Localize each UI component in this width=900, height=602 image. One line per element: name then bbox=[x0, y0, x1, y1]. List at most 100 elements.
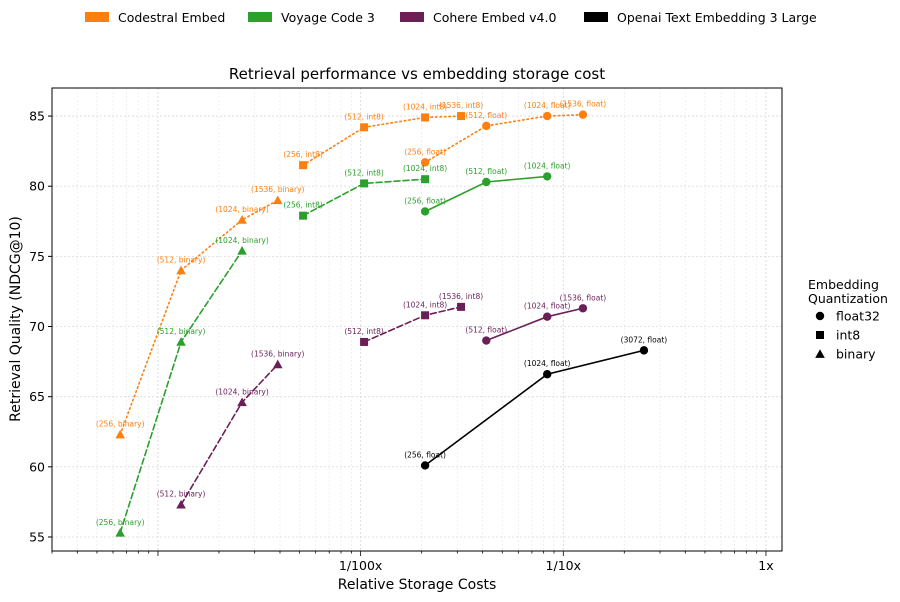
series-codestral-embed-float32: (256, float) (512, float) (1024, float) (15… bbox=[404, 100, 606, 167]
data-point bbox=[457, 112, 466, 121]
legend-label: Openai Text Embedding 3 Large bbox=[617, 10, 817, 25]
legend-label: int8 bbox=[836, 328, 860, 343]
series-voyage-code-3-int8: (256, int8) (512, int8) (1024, int8) bbox=[283, 164, 447, 220]
data-label: (1024, binary) bbox=[215, 236, 268, 245]
data-label: (256, int8) bbox=[283, 150, 323, 159]
data-point bbox=[420, 461, 430, 470]
data-label: (1024, binary) bbox=[215, 387, 268, 396]
data-point bbox=[360, 123, 369, 132]
data-point bbox=[482, 336, 491, 345]
x-axis-label: Relative Storage Costs bbox=[338, 577, 497, 593]
x-tick-label: 1/10x bbox=[546, 558, 581, 573]
data-label: (512, binary) bbox=[157, 255, 206, 264]
data-point bbox=[543, 312, 552, 321]
data-point bbox=[115, 429, 125, 439]
data-label: (256, binary) bbox=[96, 518, 145, 527]
data-label: (1024, int8) bbox=[403, 300, 447, 309]
legend-swatch bbox=[400, 12, 424, 22]
data-point bbox=[543, 111, 552, 121]
data-label: (512, int8) bbox=[344, 168, 384, 177]
data-label: (1536, float) bbox=[560, 100, 607, 109]
data-point bbox=[639, 346, 649, 355]
legend-label: float32 bbox=[836, 309, 880, 324]
data-label: (1536, binary) bbox=[251, 185, 304, 194]
data-point bbox=[482, 121, 491, 131]
legend-label: Cohere Embed v4.0 bbox=[433, 10, 556, 25]
series-cohere-embed-v4-0-int8: (512, int8) (1024, int8)(1536, int8) bbox=[344, 292, 483, 346]
data-label: (512, float) bbox=[465, 111, 507, 120]
legend-label: binary bbox=[836, 347, 876, 362]
data-label: (512, int8) bbox=[344, 112, 384, 121]
x-tick-label: 1/100x bbox=[339, 558, 382, 573]
plot-frame bbox=[51, 87, 783, 552]
data-point bbox=[420, 158, 430, 167]
data-point bbox=[421, 175, 430, 184]
data-point bbox=[360, 179, 369, 188]
top-legend: Codestral Embed Voyage Code 3 Cohere Embed… bbox=[85, 10, 817, 25]
chart-title: Retrieval performance vs embedding stora… bbox=[229, 65, 605, 83]
data-point bbox=[237, 245, 247, 255]
y-tick-label: 60 bbox=[29, 459, 45, 474]
data-label: (256, binary) bbox=[96, 420, 145, 429]
data-point bbox=[578, 110, 588, 119]
data-label: (1024, int8) bbox=[403, 164, 447, 173]
top-legend-entry: Cohere Embed v4.0 bbox=[400, 10, 556, 25]
data-point bbox=[421, 311, 430, 320]
data-label: (256, float) bbox=[404, 147, 446, 156]
data-label: (1024, int8) bbox=[403, 102, 447, 111]
data-label: (3072, float) bbox=[621, 335, 668, 344]
y-axis-label: Retrieval Quality (NDCG@10) bbox=[8, 216, 24, 422]
legend-swatch bbox=[584, 12, 608, 22]
data-label: (1024, float) bbox=[524, 302, 571, 311]
legend-label: Voyage Code 3 bbox=[281, 10, 375, 25]
data-point bbox=[115, 527, 125, 537]
series-codestral-embed-int8: (256, int8)(512, int8)(1024, int8)(1536,… bbox=[283, 101, 483, 170]
data-label: (1024, binary) bbox=[215, 205, 268, 214]
data-label: (512, int8) bbox=[344, 327, 384, 336]
data-label: (512, binary) bbox=[157, 327, 206, 336]
series-cohere-embed-v4-0-binary: (512, binary) (1024, binary) (1536, binary… bbox=[157, 349, 305, 509]
data-label: (1536, int8) bbox=[439, 292, 483, 301]
series-line bbox=[485, 307, 584, 342]
data-label: (1536, binary) bbox=[251, 349, 304, 358]
data-point bbox=[482, 177, 491, 187]
series-line bbox=[363, 306, 462, 343]
data-label: (512, binary) bbox=[157, 490, 206, 499]
data-point bbox=[543, 370, 552, 379]
plot-series: (256, binary) (512, binary) (1024, binary)… bbox=[96, 100, 667, 537]
y-tick-label: 75 bbox=[29, 249, 45, 264]
data-label: (1536, float) bbox=[560, 293, 607, 302]
series-cohere-embed-v4-0-float32: (512, float) (1024, float)(1536, float) bbox=[465, 293, 607, 345]
legend-marker-triangle bbox=[815, 349, 825, 358]
data-point bbox=[421, 113, 430, 122]
top-legend-entry: Codestral Embed bbox=[85, 10, 225, 25]
series-line bbox=[180, 363, 279, 506]
legend-marker-square bbox=[816, 331, 824, 339]
legend-label: Codestral Embed bbox=[118, 10, 225, 25]
y-tick-label: 65 bbox=[29, 389, 45, 404]
data-point bbox=[420, 207, 430, 216]
plot-grid bbox=[51, 88, 782, 551]
y-tick-label: 70 bbox=[29, 319, 45, 334]
y-tick-label: 85 bbox=[29, 109, 45, 124]
data-label: (512, float) bbox=[465, 167, 507, 176]
data-point bbox=[299, 161, 308, 170]
data-label: (1536, int8) bbox=[439, 101, 483, 110]
data-point bbox=[237, 397, 247, 407]
top-legend-entry: Voyage Code 3 bbox=[248, 10, 375, 25]
data-label: (1024, float) bbox=[524, 161, 571, 170]
data-point bbox=[237, 215, 247, 224]
x-tick-label: 1x bbox=[758, 558, 773, 573]
series-line bbox=[119, 199, 279, 436]
data-label: (256, float) bbox=[404, 450, 446, 459]
series-line bbox=[302, 115, 462, 166]
axis-ticks: 55 60 65 70 75 80 85 1/100x 1/10x 1x bbox=[29, 109, 774, 573]
series-voyage-code-3-float32: (256, float) (512, float) (1024, float) bbox=[404, 161, 571, 216]
data-point bbox=[176, 337, 186, 346]
data-point bbox=[457, 302, 466, 311]
series-openai-text-embedding-3-large-float32: (256, float) (1024, float) (3072, float) bbox=[404, 335, 668, 470]
data-point bbox=[578, 304, 588, 313]
data-point bbox=[360, 337, 369, 346]
data-point bbox=[176, 265, 186, 275]
quantization-legend-title-line2: Quantization bbox=[808, 291, 888, 306]
